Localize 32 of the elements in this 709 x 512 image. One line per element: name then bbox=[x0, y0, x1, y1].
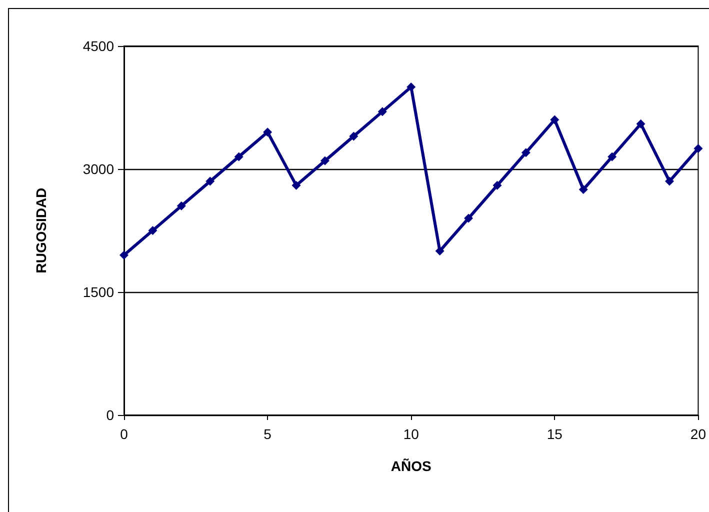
point bbox=[636, 119, 646, 128]
y-tick-label: 1500 bbox=[82, 284, 114, 300]
y-tick-label: 0 bbox=[106, 407, 114, 423]
point bbox=[176, 201, 186, 210]
point bbox=[406, 82, 416, 92]
point bbox=[320, 156, 330, 166]
point bbox=[292, 180, 301, 190]
x-tick-label: 15 bbox=[546, 426, 563, 442]
y-tick-label: 4500 bbox=[82, 38, 114, 54]
point bbox=[694, 144, 703, 153]
y-axis-title: RUGOSIDAD bbox=[33, 188, 49, 274]
point bbox=[464, 214, 474, 223]
point bbox=[378, 107, 387, 116]
point bbox=[492, 180, 502, 190]
point bbox=[521, 148, 530, 158]
point bbox=[349, 132, 358, 141]
point bbox=[435, 246, 444, 256]
point bbox=[550, 115, 560, 124]
point bbox=[120, 250, 128, 260]
y-tick-label: 3000 bbox=[82, 161, 114, 177]
point bbox=[665, 176, 674, 186]
point bbox=[608, 152, 617, 162]
x-tick-label: 5 bbox=[264, 426, 272, 442]
x-axis-title: AÑOS bbox=[390, 458, 432, 474]
point bbox=[206, 176, 215, 186]
point bbox=[263, 128, 272, 137]
x-tick-label: 20 bbox=[690, 426, 706, 442]
point bbox=[578, 185, 588, 194]
point bbox=[234, 152, 244, 162]
point bbox=[148, 226, 158, 235]
x-tick-label: 10 bbox=[403, 426, 420, 442]
x-tick-label: 0 bbox=[120, 426, 128, 442]
